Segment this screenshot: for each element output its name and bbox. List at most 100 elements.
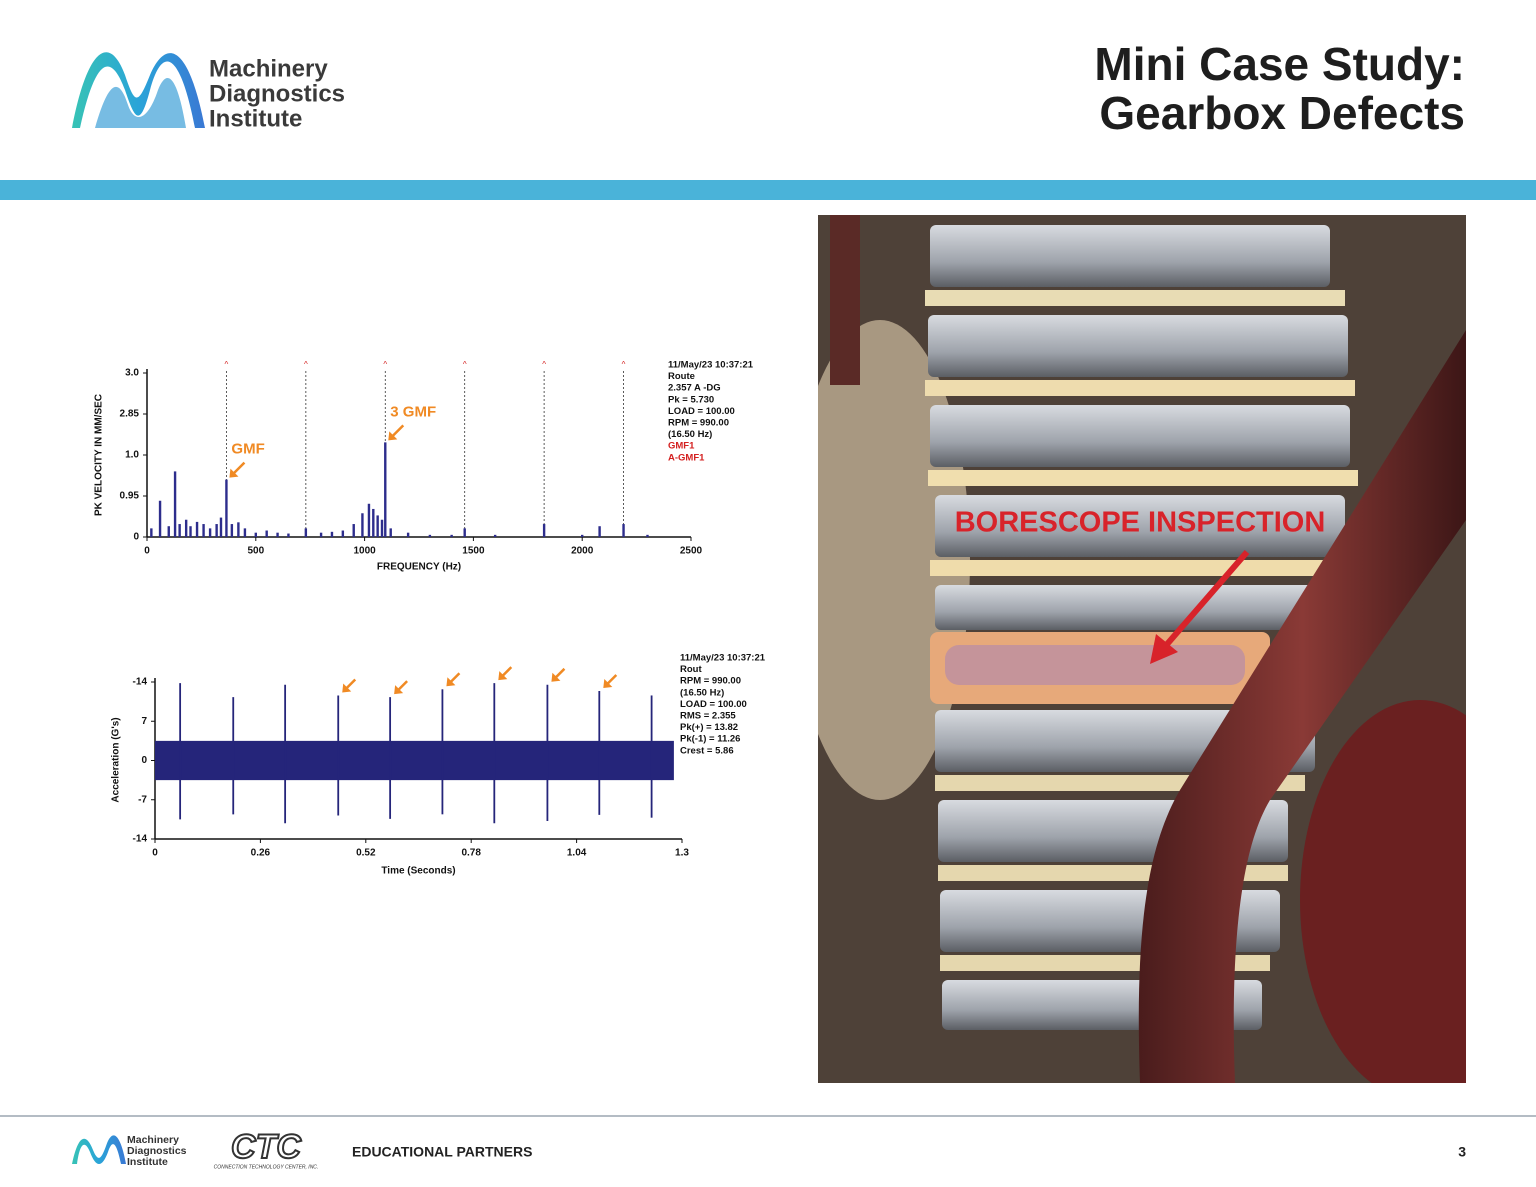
bar [542, 524, 546, 537]
x-tick-label: 0.52 [356, 848, 376, 859]
y-tick-label: 1.0 [125, 450, 139, 461]
bar [208, 528, 212, 537]
title: Gearbox Defects [1099, 87, 1465, 139]
harmonic-marker-label: ^ [383, 360, 387, 369]
bar [380, 519, 384, 537]
x-tick-label: 500 [247, 546, 264, 557]
info-line: Crest = 5.86 [680, 745, 734, 756]
logo-text: Machinery [209, 55, 328, 82]
bar [230, 524, 234, 537]
x-tick-label: 2000 [571, 546, 594, 557]
harmonic-marker-label: ^ [463, 360, 467, 369]
photo-annotation: BORESCOPE INSPECTION [955, 507, 1326, 539]
annotation: 3 GMF [390, 403, 436, 420]
bar [195, 521, 199, 537]
y-axis-label: PK VELOCITY IN MM/SEC [94, 394, 105, 516]
y-tick-label: 0 [141, 755, 147, 766]
bar [463, 528, 466, 537]
info-line: RPM = 990.00 [680, 676, 741, 687]
info-line: Pk(+) = 13.82 [680, 722, 738, 733]
bar [376, 515, 379, 537]
logo: Machinery Diagnostics Institute [72, 52, 345, 132]
bar [361, 513, 364, 537]
x-axis-label: Time (Seconds) [381, 866, 455, 877]
arrow-head [1150, 634, 1178, 664]
footer-logo-text: Diagnostics [127, 1145, 187, 1157]
photo: BORESCOPE INSPECTION [818, 215, 1466, 1083]
spike-arrow-head [342, 683, 352, 693]
footer-logo-mark [72, 1135, 126, 1164]
logo-text: Institute [209, 105, 302, 132]
harmonic-marker-label: ^ [622, 360, 626, 369]
logo-mark [95, 78, 186, 128]
bar [493, 534, 497, 537]
bar [304, 528, 308, 537]
x-tick-label: 1500 [462, 546, 485, 557]
title: Mini Case Study: [1094, 38, 1465, 90]
footer-logo-text: Machinery [127, 1134, 179, 1146]
bar [341, 530, 345, 537]
y-tick-label: 2.85 [120, 409, 140, 420]
spike-arrow-head [498, 671, 508, 681]
bar [219, 517, 223, 537]
bar [372, 508, 375, 537]
bar [189, 526, 192, 537]
info-line: A-GMF1 [668, 452, 705, 463]
info-line: (16.50 Hz) [680, 687, 724, 698]
spike-arrow-head [603, 678, 613, 688]
info-line: 11/May/23 10:37:21 [680, 653, 766, 664]
bar [158, 500, 162, 537]
bar [178, 524, 181, 537]
bar [243, 528, 247, 537]
bar [384, 442, 387, 537]
bar [237, 522, 240, 537]
harmonic-marker-label: ^ [304, 360, 308, 369]
bar [254, 532, 257, 537]
info-line: Route [668, 371, 695, 382]
x-tick-label: 0.78 [461, 848, 481, 859]
x-tick-label: 1.3 [675, 848, 689, 859]
annotation: GMF [231, 441, 264, 458]
y-tick-label: -14 [133, 834, 148, 845]
bar [406, 532, 410, 537]
footer-label: EDUCATIONAL PARTNERS [352, 1144, 532, 1160]
bar [367, 503, 371, 537]
header-band [0, 180, 1536, 200]
x-tick-label: 2500 [680, 546, 703, 557]
bar [352, 524, 355, 537]
info-line: RPM = 990.00 [668, 418, 729, 429]
x-tick-label: 0 [152, 848, 158, 859]
bar [389, 528, 392, 537]
x-tick-label: 1000 [353, 546, 376, 557]
y-tick-label: 3.0 [125, 368, 139, 379]
y-tick-label: 0 [133, 532, 139, 543]
x-tick-label: 1.04 [567, 848, 587, 859]
info-line: RMS = 2.355 [680, 711, 736, 722]
bar [450, 534, 453, 537]
bar [265, 530, 268, 537]
bar [173, 471, 177, 537]
photo-shape [1300, 700, 1466, 1083]
arrow [1159, 550, 1250, 652]
bar [287, 533, 290, 537]
bar [581, 534, 584, 537]
info-line: LOAD = 100.00 [680, 699, 747, 710]
y-tick-label: -14 [133, 677, 148, 688]
info-line: 2.357 A -DG [668, 383, 721, 394]
page-number: 3 [1458, 1144, 1466, 1160]
y-tick-label: 7 [141, 716, 147, 727]
bar [622, 524, 625, 537]
gear-teeth [925, 225, 1358, 1030]
bar [184, 519, 188, 537]
bar [167, 526, 170, 537]
x-axis-label: FREQUENCY (Hz) [377, 562, 461, 573]
logo-text: Diagnostics [209, 80, 345, 107]
annotation-arrow-head [388, 431, 398, 441]
harmonic-marker-label: ^ [225, 360, 229, 369]
footer-logo-text: Institute [127, 1156, 168, 1168]
partner-logo: CTC [231, 1128, 301, 1166]
noise-band [155, 740, 674, 781]
info-line: LOAD = 100.00 [668, 406, 735, 417]
x-tick-label: 0.26 [251, 848, 271, 859]
